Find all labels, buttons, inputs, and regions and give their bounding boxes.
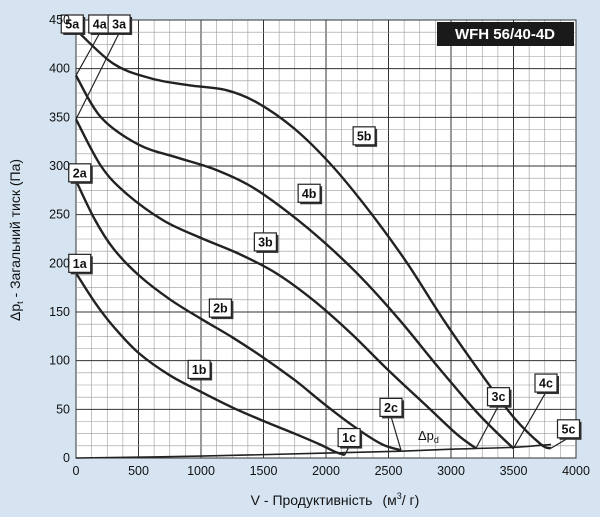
x-tick-label: 1500	[250, 464, 278, 478]
x-tick-label: 1000	[187, 464, 215, 478]
badge-3a: 3a	[107, 14, 133, 35]
badge-leader-2c	[390, 416, 402, 451]
badge-1a: 1a	[68, 253, 93, 275]
badge-box	[253, 232, 277, 252]
x-tick-labels: 0 500 1000 1500 2000 2500 3000 3500 4000	[73, 464, 590, 478]
badge-5a: 5a	[60, 14, 86, 35]
y-tick-label: 0	[63, 451, 70, 465]
badge-3b: 3b	[253, 232, 279, 253]
badge-5c: 5c	[556, 419, 582, 440]
badge-box	[107, 14, 131, 34]
badge-2b: 2b	[208, 298, 234, 320]
badge-box	[337, 427, 361, 448]
badge-leader-3a	[75, 32, 120, 120]
badge-label: 1b	[192, 363, 207, 377]
badge-box	[352, 126, 376, 146]
y-tick-label: 200	[49, 256, 70, 270]
badge-label: 3a	[112, 18, 127, 32]
system-curve-label: Δpd	[418, 428, 439, 445]
badge-1c: 1c	[337, 427, 363, 449]
x-axis-unit-base: (м	[382, 492, 396, 508]
badge-label: 3b	[258, 235, 273, 249]
badge-label: 4c	[539, 377, 553, 391]
y-axis-symbol: Δp	[7, 304, 23, 321]
badge-5b: 5b	[352, 126, 378, 147]
badge-4a: 4a	[88, 14, 113, 35]
y-tick-label: 150	[49, 305, 70, 319]
badge-leader-4a	[75, 32, 101, 76]
y-tick-label: 400	[49, 62, 70, 76]
x-axis-title: V - Продуктивність (м3/ г)	[251, 491, 420, 508]
badge-group: 5a 4a 3a 2a 1a 1b 2b 3b 4b 5b 1c 2c 3c 4c 5c	[60, 14, 582, 449]
y-axis-sub: t	[15, 301, 25, 304]
badge-label: 3c	[492, 390, 506, 404]
chart-title-bg	[437, 22, 574, 46]
badge-box	[556, 419, 581, 439]
system-curve-group	[75, 443, 552, 459]
y-axis-title: Δpt - Загальний тиск (Па)	[7, 159, 25, 321]
badge-2a: 2a	[68, 163, 93, 184]
badge-label: 4b	[302, 187, 317, 201]
badge-leader-3c	[475, 405, 500, 449]
badge-label: 5c	[562, 422, 576, 436]
y-tick-label: 450	[49, 13, 70, 27]
series-line-3	[74, 118, 477, 450]
badge-box	[187, 359, 211, 380]
series-line-4	[74, 74, 515, 450]
badge-label: 2b	[213, 302, 228, 316]
system-curve-symbol: Δp	[418, 428, 434, 443]
system-curve-line	[75, 443, 552, 459]
x-axis-label: V - Продуктивність	[251, 492, 373, 508]
badge-4c: 4c	[534, 373, 559, 395]
system-curve-sub: d	[434, 435, 439, 445]
badge-1b: 1b	[187, 359, 213, 381]
badge-box	[68, 163, 92, 183]
badge-label: 2c	[384, 401, 398, 415]
y-tick-label: 300	[49, 159, 70, 173]
badge-box	[486, 387, 511, 407]
badge-leader-4c	[512, 391, 547, 449]
x-tick-label: 3500	[500, 464, 528, 478]
badge-box	[379, 397, 403, 417]
badge-box	[534, 373, 558, 393]
badge-label: 2a	[73, 166, 88, 180]
chart-title-box: WFH 56/40-4D	[437, 22, 574, 46]
badge-3c: 3c	[486, 387, 512, 408]
x-tick-label: 0	[73, 464, 80, 478]
x-axis-unit-end: / г)	[402, 492, 420, 508]
badge-label: 5a	[65, 18, 80, 32]
y-tick-label: 350	[49, 110, 70, 124]
y-tick-labels: 0 50 100 150 200 250 300 350 400 450	[49, 13, 70, 465]
x-tick-label: 2000	[312, 464, 340, 478]
badge-box	[60, 14, 84, 34]
badge-label: 1c	[342, 431, 356, 445]
badge-2c: 2c	[379, 397, 404, 419]
badge-label: 1a	[73, 257, 88, 271]
badge-label: 4a	[93, 18, 108, 32]
y-tick-label: 250	[49, 208, 70, 222]
series-line-1	[74, 272, 346, 457]
badge-box	[297, 183, 321, 203]
x-tick-label: 3000	[437, 464, 465, 478]
chart-title: WFH 56/40-4D	[455, 26, 555, 43]
y-axis-text: - Загальний тиск (Па)	[7, 159, 23, 301]
x-axis-unit-sup: 3	[397, 491, 402, 501]
x-tick-label: 2500	[375, 464, 403, 478]
badge-box	[68, 253, 92, 273]
x-tick-label: 4000	[562, 464, 590, 478]
grid	[75, 19, 577, 459]
badge-label: 5b	[357, 129, 372, 143]
y-tick-label: 100	[49, 354, 70, 368]
x-tick-label: 500	[128, 464, 149, 478]
badge-box	[208, 298, 232, 318]
y-tick-label: 50	[56, 402, 70, 416]
badge-4b: 4b	[297, 183, 323, 205]
